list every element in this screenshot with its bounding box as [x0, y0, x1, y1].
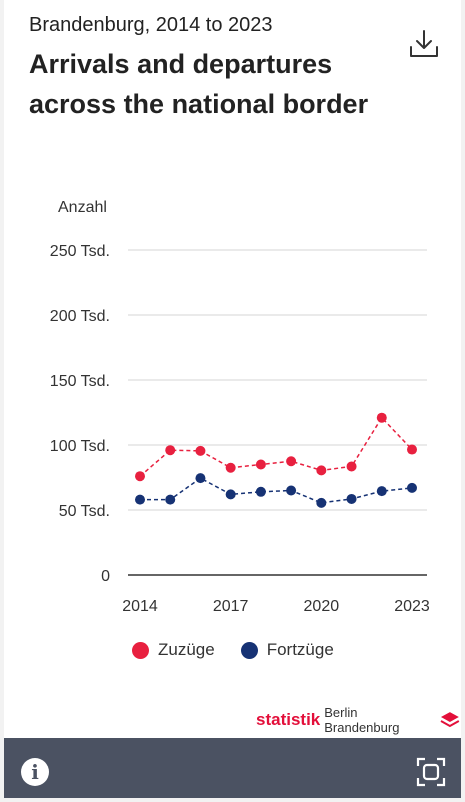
data-point-fortzuege	[165, 494, 176, 505]
x-tick-label: 2017	[213, 598, 249, 615]
data-point-zuzuege	[195, 445, 206, 456]
data-point-zuzuege	[225, 462, 236, 473]
info-button[interactable]: i	[21, 758, 49, 786]
x-tick-label: 2023	[394, 598, 430, 615]
data-point-zuzuege	[376, 412, 387, 423]
y-tick-label: 0	[101, 568, 110, 585]
footer-bar: i	[4, 738, 461, 798]
series-line-zuzuege	[139, 416, 413, 477]
legend-marker-zuzuege	[132, 641, 149, 659]
statistik-logo[interactable]: statistik Berlin Brandenburg	[256, 705, 461, 735]
fullscreen-icon	[416, 757, 446, 787]
data-point-fortzuege	[407, 482, 417, 493]
data-point-zuzuege	[316, 465, 327, 476]
legend-label-zuzuege: Zuzüge	[158, 640, 215, 659]
logo-brand-text: statistik	[256, 710, 321, 729]
chart-card: Brandenburg, 2014 to 2023 Arrivals and d…	[4, 0, 461, 738]
data-point-zuzuege	[255, 459, 266, 470]
data-point-fortzuege	[316, 497, 327, 508]
fullscreen-button[interactable]	[416, 757, 446, 787]
y-tick-label: 100 Tsd.	[50, 438, 110, 455]
download-button[interactable]	[407, 26, 441, 60]
data-point-fortzuege	[195, 473, 206, 484]
data-point-fortzuege	[286, 485, 297, 496]
line-chart: 0 50 Tsd. 100 Tsd. 150 Tsd. 200 Tsd. 250 Tsd.…	[50, 243, 430, 615]
legend-marker-fortzuege	[240, 641, 258, 659]
y-axis-unit-label: Anzahl	[58, 199, 107, 216]
data-point-zuzuege	[286, 456, 297, 467]
data-point-fortzuege	[135, 494, 145, 505]
data-point-zuzuege	[135, 471, 145, 482]
series-line-fortzuege	[140, 477, 413, 504]
data-point-fortzuege	[255, 486, 266, 497]
data-point-fortzuege	[376, 486, 387, 497]
chart-title: Arrivals and departures across the natio…	[29, 49, 369, 119]
download-icon	[410, 30, 438, 57]
logo-region-text: Berlin Brandenburg	[324, 705, 400, 735]
legend-item-fortzuege[interactable]: Fortzüge	[240, 640, 334, 660]
y-tick-label: 200 Tsd.	[50, 308, 110, 325]
legend-item-zuzuege[interactable]: Zuzüge	[132, 640, 215, 660]
chart-legend: Zuzüge Fortzüge	[132, 640, 334, 660]
x-tick-label: 2014	[122, 598, 158, 615]
data-point-fortzuege	[346, 493, 357, 504]
chart-subtitle: Brandenburg, 2014 to 2023	[29, 14, 273, 36]
y-tick-label: 50 Tsd.	[59, 503, 110, 520]
x-tick-label: 2020	[304, 598, 340, 615]
data-point-fortzuege	[225, 489, 236, 500]
y-tick-label: 250 Tsd.	[50, 243, 110, 260]
data-point-zuzuege	[407, 444, 417, 455]
legend-label-fortzuege: Fortzüge	[266, 640, 334, 659]
data-point-zuzuege	[346, 461, 357, 472]
info-icon: i	[31, 760, 39, 784]
data-point-zuzuege	[165, 445, 176, 456]
y-tick-label: 150 Tsd.	[50, 373, 110, 390]
logo-stack-icon	[440, 712, 460, 728]
